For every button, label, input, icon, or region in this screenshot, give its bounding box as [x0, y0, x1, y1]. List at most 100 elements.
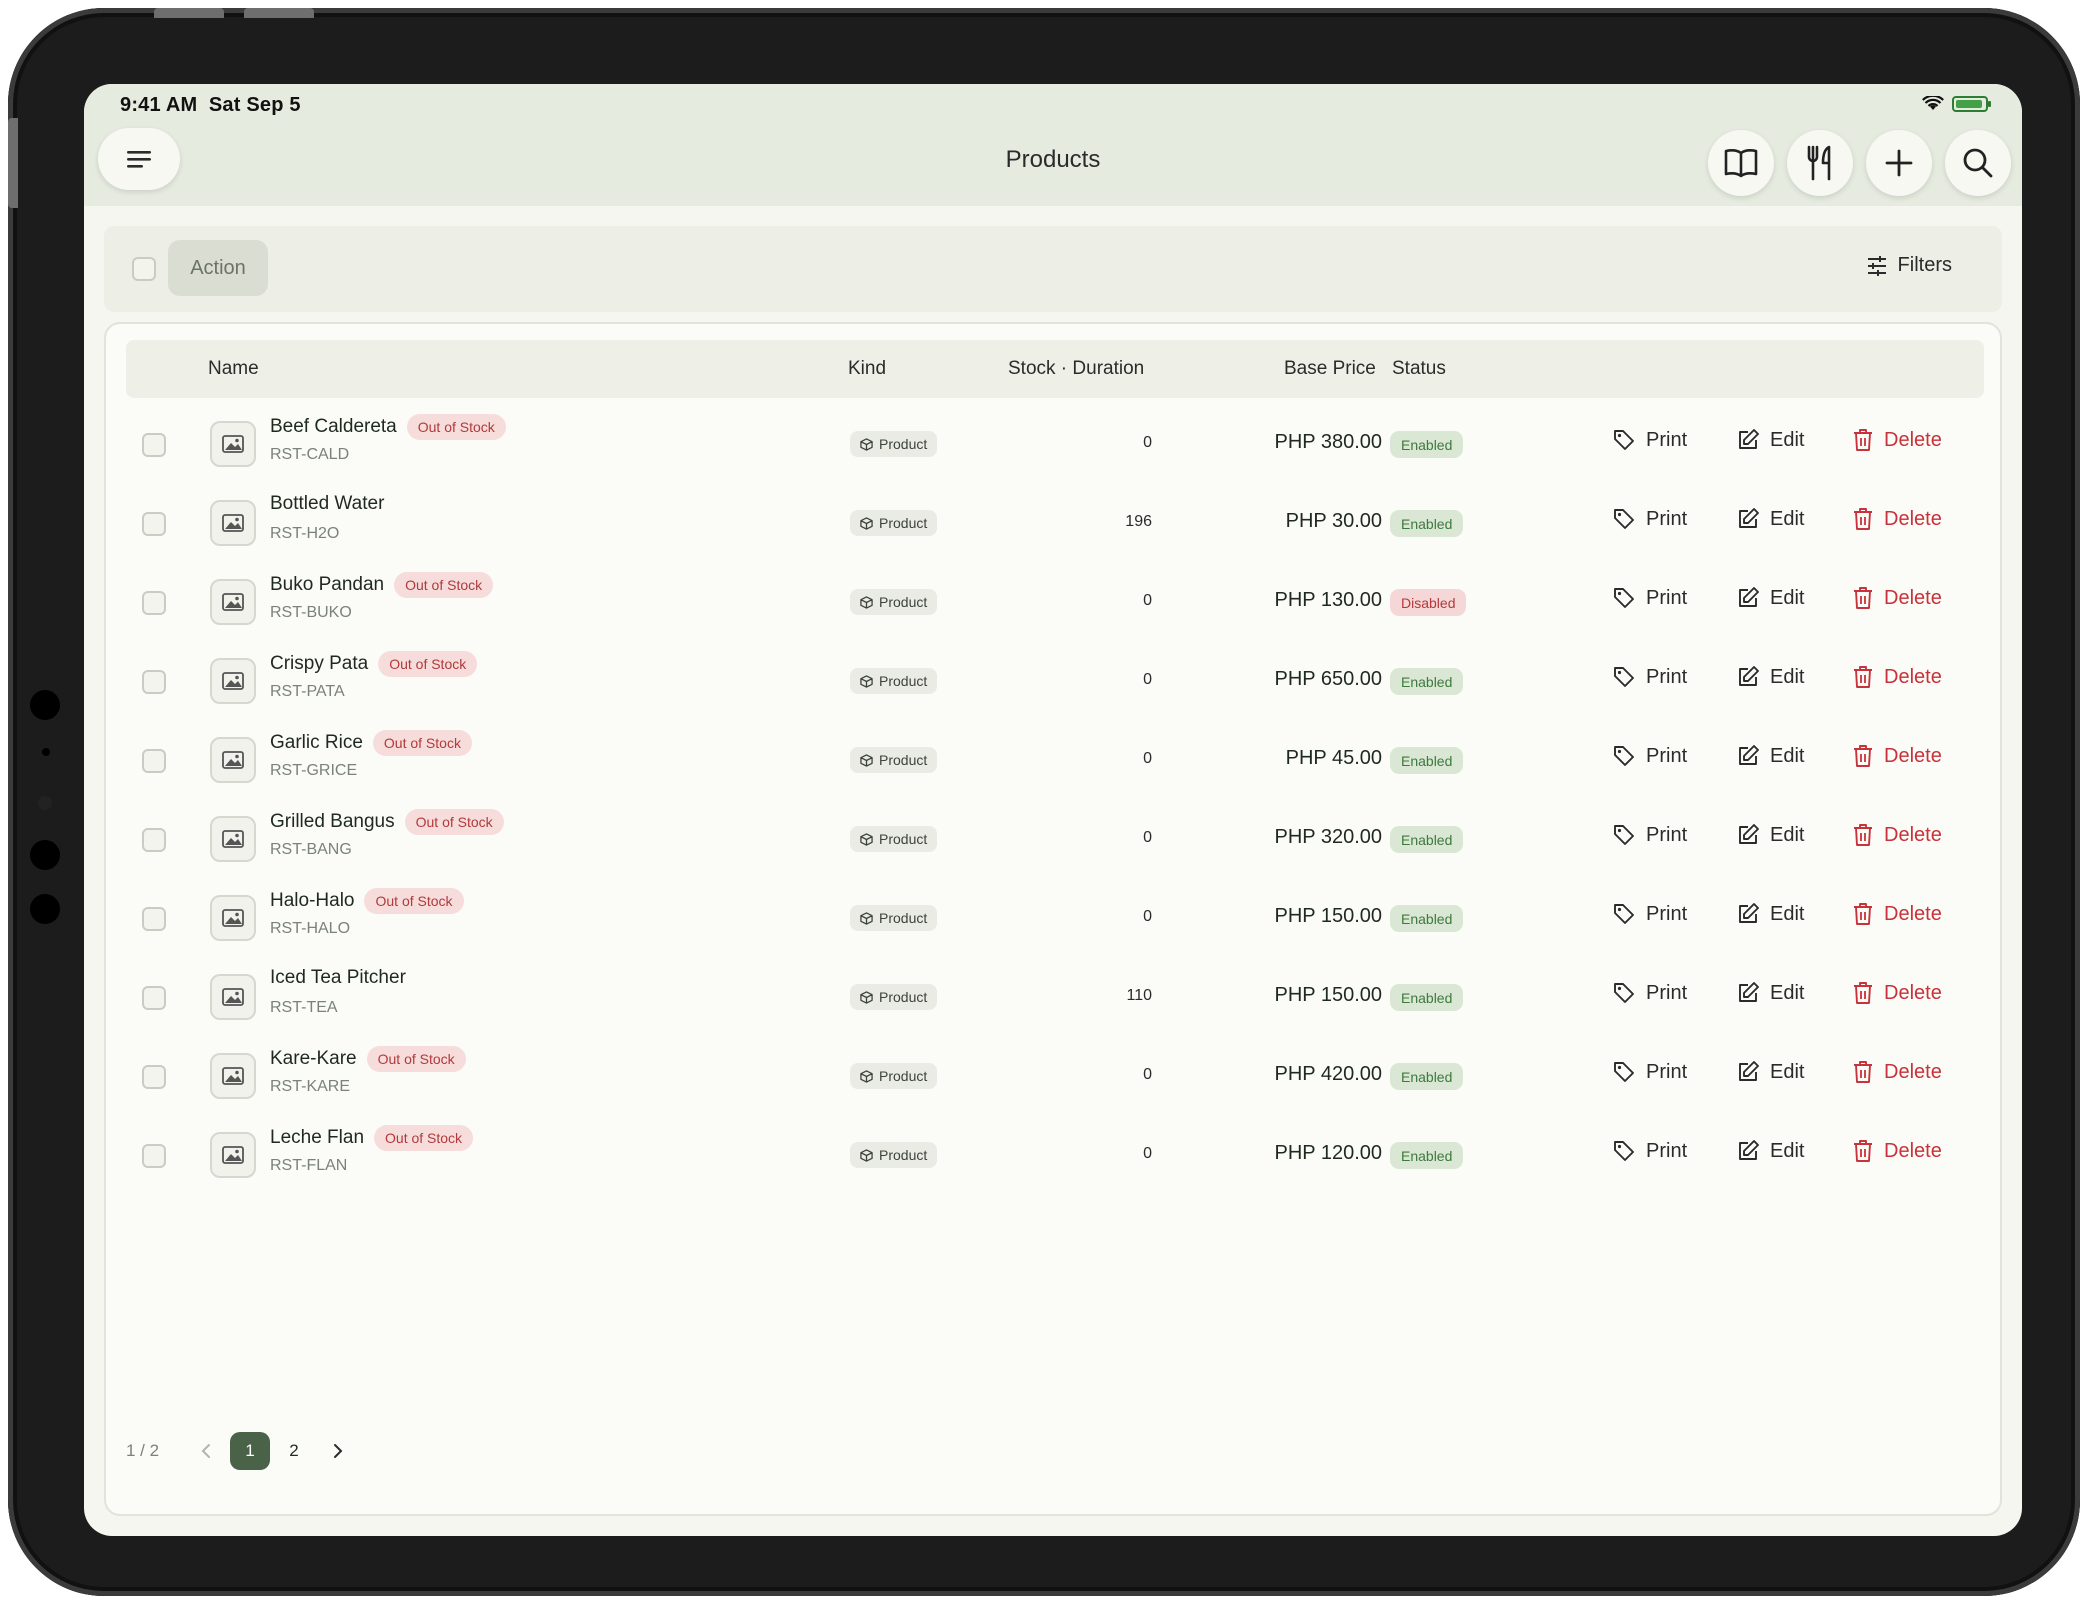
- add-product-button[interactable]: [1866, 130, 1932, 196]
- delete-button[interactable]: Delete: [1852, 1060, 1942, 1084]
- row-checkbox[interactable]: [142, 433, 166, 457]
- product-name[interactable]: Bottled Water: [270, 493, 385, 514]
- pagination: 1 / 2 1 2: [126, 1432, 358, 1470]
- trash-icon: [1854, 1140, 1872, 1162]
- edit-button[interactable]: Edit: [1736, 428, 1804, 452]
- catalog-button[interactable]: [1708, 130, 1774, 196]
- kind-label: Product: [879, 436, 928, 452]
- product-name[interactable]: Iced Tea Pitcher: [270, 967, 406, 988]
- table-row: Crispy Pata Out of Stock RST-PATA Product 0 P…: [106, 641, 2000, 720]
- delete-button[interactable]: Delete: [1852, 665, 1942, 689]
- page-1-button[interactable]: 1: [230, 1432, 270, 1470]
- tag-icon: [1614, 509, 1634, 529]
- product-sku: RST-H2O: [270, 525, 340, 542]
- product-name[interactable]: Buko Pandan: [270, 574, 385, 595]
- row-checkbox[interactable]: [142, 512, 166, 536]
- image-placeholder-icon: [222, 593, 244, 611]
- action-button[interactable]: Action: [168, 240, 268, 296]
- product-name-cell: Garlic Rice Out of Stock: [270, 730, 472, 756]
- next-page-button[interactable]: [318, 1432, 358, 1470]
- print-button[interactable]: Print: [1612, 823, 1687, 847]
- print-button[interactable]: Print: [1612, 1139, 1687, 1163]
- menu-items-button[interactable]: [1787, 130, 1853, 196]
- row-checkbox[interactable]: [142, 828, 166, 852]
- row-checkbox[interactable]: [142, 670, 166, 694]
- print-button[interactable]: Print: [1612, 902, 1687, 926]
- delete-button[interactable]: Delete: [1852, 428, 1942, 452]
- prev-page-button[interactable]: [186, 1432, 226, 1470]
- delete-button[interactable]: Delete: [1852, 902, 1942, 926]
- stock-value: 110: [1126, 987, 1152, 1004]
- tag-icon: [1614, 588, 1634, 608]
- edit-button[interactable]: Edit: [1736, 744, 1804, 768]
- delete-button[interactable]: Delete: [1852, 1139, 1942, 1163]
- book-icon: [1724, 149, 1758, 178]
- product-thumbnail: [210, 1132, 256, 1178]
- delete-button[interactable]: Delete: [1852, 586, 1942, 610]
- print-button[interactable]: Print: [1612, 981, 1687, 1005]
- edit-button[interactable]: Edit: [1736, 981, 1804, 1005]
- delete-button[interactable]: Delete: [1852, 981, 1942, 1005]
- edit-button[interactable]: Edit: [1736, 1060, 1804, 1084]
- out-of-stock-badge: Out of Stock: [374, 1125, 474, 1151]
- print-button[interactable]: Print: [1612, 744, 1687, 768]
- table-row: Grilled Bangus Out of Stock RST-BANG Produc…: [106, 799, 2000, 878]
- product-name[interactable]: Garlic Rice: [270, 732, 363, 753]
- print-button[interactable]: Print: [1612, 665, 1687, 689]
- stock-value: 0: [1143, 750, 1152, 767]
- row-checkbox[interactable]: [142, 986, 166, 1010]
- trash-icon: [1854, 666, 1872, 688]
- product-name[interactable]: Kare-Kare: [270, 1048, 357, 1069]
- base-price: PHP 120.00: [1274, 1142, 1383, 1164]
- page-2-button[interactable]: 2: [289, 1441, 299, 1460]
- print-label: Print: [1646, 981, 1688, 1004]
- box-icon: [860, 753, 873, 767]
- edit-label: Edit: [1770, 981, 1805, 1004]
- delete-label: Delete: [1884, 744, 1942, 767]
- base-price: PHP 45.00: [1285, 747, 1382, 769]
- product-name[interactable]: Beef Caldereta: [270, 416, 397, 437]
- delete-label: Delete: [1884, 428, 1942, 451]
- product-thumbnail: [210, 737, 256, 783]
- product-name[interactable]: Halo-Halo: [270, 890, 355, 911]
- sliders-icon: [1867, 255, 1886, 276]
- row-checkbox[interactable]: [142, 1144, 166, 1168]
- product-thumbnail: [210, 579, 256, 625]
- row-checkbox[interactable]: [142, 907, 166, 931]
- delete-button[interactable]: Delete: [1852, 823, 1942, 847]
- filters-label: Filters: [1897, 254, 1952, 276]
- delete-label: Delete: [1884, 981, 1942, 1004]
- sensor-dot: [30, 690, 60, 720]
- edit-button[interactable]: Edit: [1736, 507, 1804, 531]
- print-button[interactable]: Print: [1612, 428, 1687, 452]
- product-name[interactable]: Crispy Pata: [270, 653, 369, 674]
- wifi-icon: [1922, 96, 1944, 110]
- edit-button[interactable]: Edit: [1736, 902, 1804, 926]
- delete-button[interactable]: Delete: [1852, 507, 1942, 531]
- product-name[interactable]: Grilled Bangus: [270, 811, 395, 832]
- print-button[interactable]: Print: [1612, 1060, 1687, 1084]
- trash-icon: [1854, 1061, 1872, 1083]
- print-button[interactable]: Print: [1612, 507, 1687, 531]
- status-badge: Enabled: [1390, 905, 1464, 932]
- delete-button[interactable]: Delete: [1852, 744, 1942, 768]
- table-row: Garlic Rice Out of Stock RST-GRICE Product 0…: [106, 720, 2000, 799]
- row-checkbox[interactable]: [142, 749, 166, 773]
- kind-badge: Product: [850, 984, 938, 1010]
- select-all-checkbox[interactable]: [132, 257, 156, 281]
- product-name-cell: Grilled Bangus Out of Stock: [270, 809, 504, 835]
- edit-label: Edit: [1770, 665, 1805, 688]
- kind-label: Product: [879, 1147, 928, 1163]
- edit-button[interactable]: Edit: [1736, 823, 1804, 847]
- menu-button[interactable]: [98, 128, 180, 190]
- edit-button[interactable]: Edit: [1736, 665, 1804, 689]
- product-name[interactable]: Leche Flan: [270, 1127, 365, 1148]
- print-label: Print: [1646, 823, 1688, 846]
- row-checkbox[interactable]: [142, 1065, 166, 1089]
- row-checkbox[interactable]: [142, 591, 166, 615]
- edit-button[interactable]: Edit: [1736, 1139, 1804, 1163]
- filters-button[interactable]: Filters: [1866, 254, 1952, 277]
- search-button[interactable]: [1945, 130, 2011, 196]
- print-button[interactable]: Print: [1612, 586, 1687, 610]
- edit-button[interactable]: Edit: [1736, 586, 1804, 610]
